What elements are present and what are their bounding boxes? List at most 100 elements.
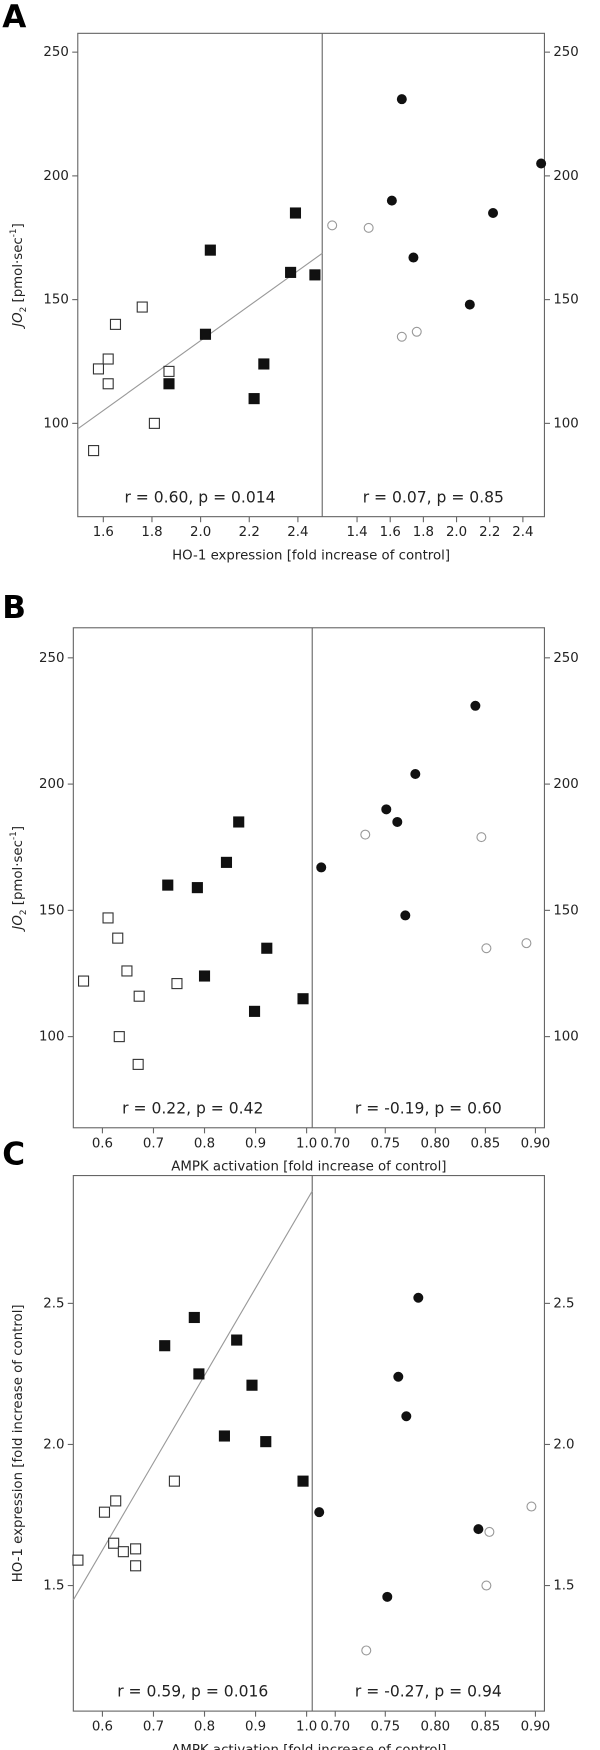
y-axis-label: JO2 [pmol·sec-1] <box>8 223 28 330</box>
point <box>136 301 148 313</box>
point <box>121 965 133 977</box>
y-axis-label-part: -1 <box>8 831 18 840</box>
x-tick-label: 0.9 <box>245 1136 266 1151</box>
y-axis-label-part: ] <box>11 223 26 228</box>
y-tick-label: 1.5 <box>43 1579 64 1594</box>
x-tick-label: 0.7 <box>143 1136 164 1151</box>
point <box>130 1543 142 1555</box>
point <box>289 207 302 219</box>
point <box>130 1560 142 1572</box>
x-tick-label: 1.0 <box>296 1136 317 1151</box>
point <box>470 700 481 711</box>
point <box>102 378 114 390</box>
y-tick-label: 200 <box>43 169 68 184</box>
y-tick-label: 100 <box>43 416 68 431</box>
point <box>316 862 327 873</box>
point <box>162 879 174 891</box>
y-tick-label: 100 <box>553 1030 578 1045</box>
point <box>464 299 475 310</box>
point <box>396 331 407 342</box>
point <box>159 1340 171 1352</box>
point <box>231 1334 243 1346</box>
y-axis-label-part: HO-1 expression [fold increase of contro… <box>11 1304 26 1582</box>
point <box>171 978 183 990</box>
y-tick-label: 250 <box>553 45 578 60</box>
annotation: r = 0.60, p = 0.014 <box>124 488 275 506</box>
panel-label: A <box>2 0 26 35</box>
y-tick-label: 250 <box>43 45 68 60</box>
y-tick-label: 2.5 <box>43 1296 64 1311</box>
point <box>400 910 411 921</box>
point <box>248 1005 261 1017</box>
point <box>258 358 270 370</box>
point <box>163 365 175 377</box>
x-tick-label: 0.85 <box>471 1136 501 1151</box>
point <box>473 1524 484 1535</box>
x-tick-label: 2.0 <box>190 525 211 540</box>
annotation: r = 0.59, p = 0.016 <box>117 1683 268 1701</box>
x-axis-label: AMPK activation [fold increase of contro… <box>171 1160 446 1175</box>
point <box>148 417 160 429</box>
point <box>484 1526 495 1537</box>
y-axis-label-part: JO <box>11 312 26 329</box>
x-tick-label: 0.75 <box>370 1136 400 1151</box>
y-tick-label: 150 <box>43 293 68 308</box>
point <box>108 1537 120 1549</box>
panel-label: B <box>2 590 26 626</box>
point <box>476 832 487 843</box>
x-tick-label: 2.4 <box>512 525 533 540</box>
x-tick-label: 0.80 <box>420 1720 450 1735</box>
point <box>526 1501 537 1512</box>
x-tick-label: 0.8 <box>194 1720 215 1735</box>
point <box>188 1311 200 1324</box>
point <box>220 856 233 868</box>
x-tick-label: 0.90 <box>521 1136 551 1151</box>
point <box>413 1292 424 1303</box>
point <box>314 1507 325 1518</box>
y-axis-label-part: 2 <box>18 909 28 915</box>
y-axis-label-part: JO <box>11 915 26 932</box>
y-tick-label: 100 <box>39 1030 64 1045</box>
annotation: r = -0.19, p = 0.60 <box>355 1099 502 1117</box>
x-tick-label: 0.75 <box>370 1720 400 1735</box>
x-tick-label: 0.80 <box>420 1136 450 1151</box>
y-axis-label-part: ] <box>11 826 26 831</box>
y-tick-label: 1.5 <box>553 1579 574 1594</box>
panel-label: C <box>2 1137 25 1173</box>
plot-frame <box>72 1175 545 1712</box>
y-axis-label-part: [pmol·sec <box>11 840 26 909</box>
x-tick-label: 1.6 <box>93 525 114 540</box>
point <box>393 1371 404 1382</box>
point <box>133 990 145 1002</box>
x-tick-label: 0.6 <box>92 1136 113 1151</box>
point <box>363 222 374 233</box>
x-tick-label: 1.8 <box>141 525 162 540</box>
point <box>411 326 422 337</box>
point <box>396 94 407 105</box>
point <box>88 445 100 457</box>
y-tick-label: 2.0 <box>553 1437 574 1452</box>
x-tick-label: 1.6 <box>380 525 401 540</box>
y-tick-label: 2.5 <box>553 1296 574 1311</box>
x-tick-label: 2.0 <box>446 525 467 540</box>
point <box>204 244 216 256</box>
y-axis-label-part: -1 <box>8 228 18 237</box>
annotation: r = 0.07, p = 0.85 <box>363 488 504 506</box>
x-tick-label: 0.85 <box>471 1720 501 1735</box>
x-tick-label: 1.8 <box>413 525 434 540</box>
plot-frame <box>77 32 545 518</box>
y-tick-label: 150 <box>39 903 64 918</box>
y-tick-label: 250 <box>39 651 64 666</box>
point <box>132 1058 144 1070</box>
point <box>488 208 499 219</box>
y-tick-label: 2.0 <box>43 1437 64 1452</box>
y-axis-label: HO-1 expression [fold increase of contro… <box>11 1304 26 1582</box>
point <box>199 328 212 340</box>
annotation: r = 0.22, p = 0.42 <box>122 1099 263 1117</box>
x-axis-label: HO-1 expression [fold increase of contro… <box>172 549 450 564</box>
y-tick-label: 150 <box>553 903 578 918</box>
y-axis-label-part: 2 <box>18 307 28 313</box>
point <box>102 353 114 365</box>
point <box>360 829 371 840</box>
